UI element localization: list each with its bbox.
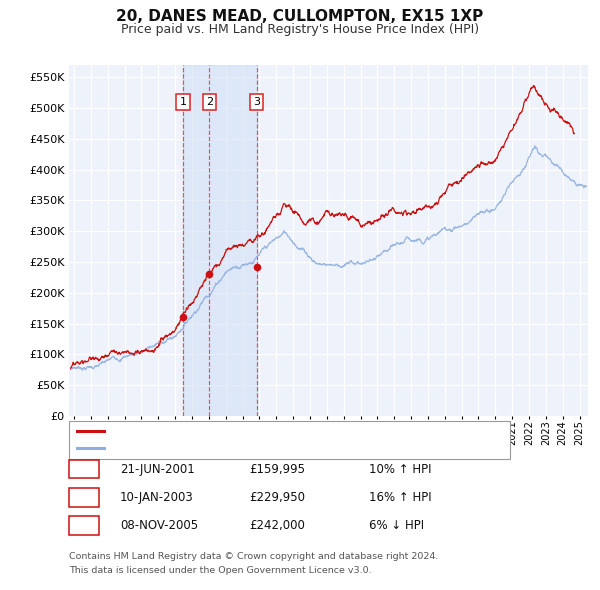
Text: £242,000: £242,000 xyxy=(249,519,305,532)
Text: 3: 3 xyxy=(80,519,88,532)
Text: 10% ↑ HPI: 10% ↑ HPI xyxy=(369,463,431,476)
Text: 1: 1 xyxy=(179,97,187,107)
Text: 20, DANES MEAD, CULLOMPTON, EX15 1XP: 20, DANES MEAD, CULLOMPTON, EX15 1XP xyxy=(116,9,484,24)
Text: 6% ↓ HPI: 6% ↓ HPI xyxy=(369,519,424,532)
Text: £229,950: £229,950 xyxy=(249,491,305,504)
Text: 1: 1 xyxy=(80,463,88,476)
Text: 21-JUN-2001: 21-JUN-2001 xyxy=(120,463,195,476)
Bar xyxy=(183,65,257,416)
Text: 2: 2 xyxy=(80,491,88,504)
Text: £159,995: £159,995 xyxy=(249,463,305,476)
Text: Price paid vs. HM Land Registry's House Price Index (HPI): Price paid vs. HM Land Registry's House … xyxy=(121,23,479,36)
Text: Contains HM Land Registry data © Crown copyright and database right 2024.: Contains HM Land Registry data © Crown c… xyxy=(69,552,439,562)
Text: 16% ↑ HPI: 16% ↑ HPI xyxy=(369,491,431,504)
Text: 20, DANES MEAD, CULLOMPTON, EX15 1XP (detached house): 20, DANES MEAD, CULLOMPTON, EX15 1XP (de… xyxy=(112,427,448,437)
Text: This data is licensed under the Open Government Licence v3.0.: This data is licensed under the Open Gov… xyxy=(69,566,371,575)
Text: 2: 2 xyxy=(206,97,213,107)
Text: 10-JAN-2003: 10-JAN-2003 xyxy=(120,491,194,504)
Text: HPI: Average price, detached house, Mid Devon: HPI: Average price, detached house, Mid … xyxy=(112,443,372,453)
Text: 3: 3 xyxy=(253,97,260,107)
Text: 08-NOV-2005: 08-NOV-2005 xyxy=(120,519,198,532)
